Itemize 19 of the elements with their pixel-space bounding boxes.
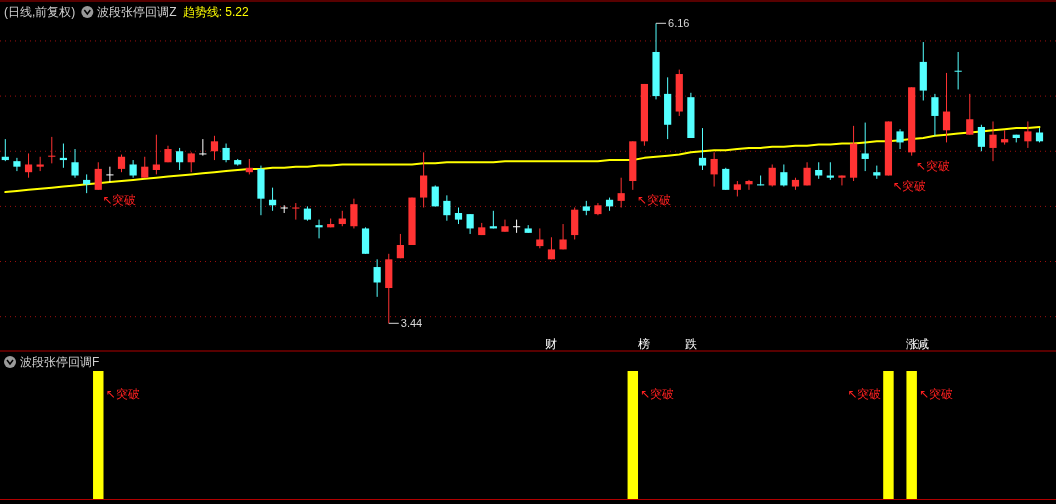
annotation: ↖突破 — [102, 192, 137, 207]
annotation: ↖突破 — [892, 178, 927, 193]
annotation: 6.16 — [668, 17, 690, 30]
x-tick-label: 跌 — [684, 337, 697, 351]
chart-title: (日线,前复权) — [4, 5, 76, 19]
annotation: ↖突破 — [847, 386, 882, 401]
x-tick-label: 榜 — [638, 337, 651, 351]
annotation: ↖突破 — [918, 386, 953, 401]
annotation: ↖突破 — [636, 192, 671, 207]
annotation: ↖突破 — [640, 386, 675, 401]
annotation: ↖突破 — [915, 158, 950, 173]
annotation: ↖突破 — [105, 386, 140, 401]
chart-title: 波段张停回调F — [20, 355, 100, 369]
x-tick-label: 涨 — [905, 337, 918, 351]
x-tick-label: 减 — [917, 337, 930, 351]
x-tick-label: 财 — [545, 337, 558, 351]
annotation: 3.44 — [400, 317, 423, 330]
chart-subtitle: 波段张停回调Z — [97, 5, 177, 19]
text: 趋势线: 5.22 — [182, 5, 250, 19]
